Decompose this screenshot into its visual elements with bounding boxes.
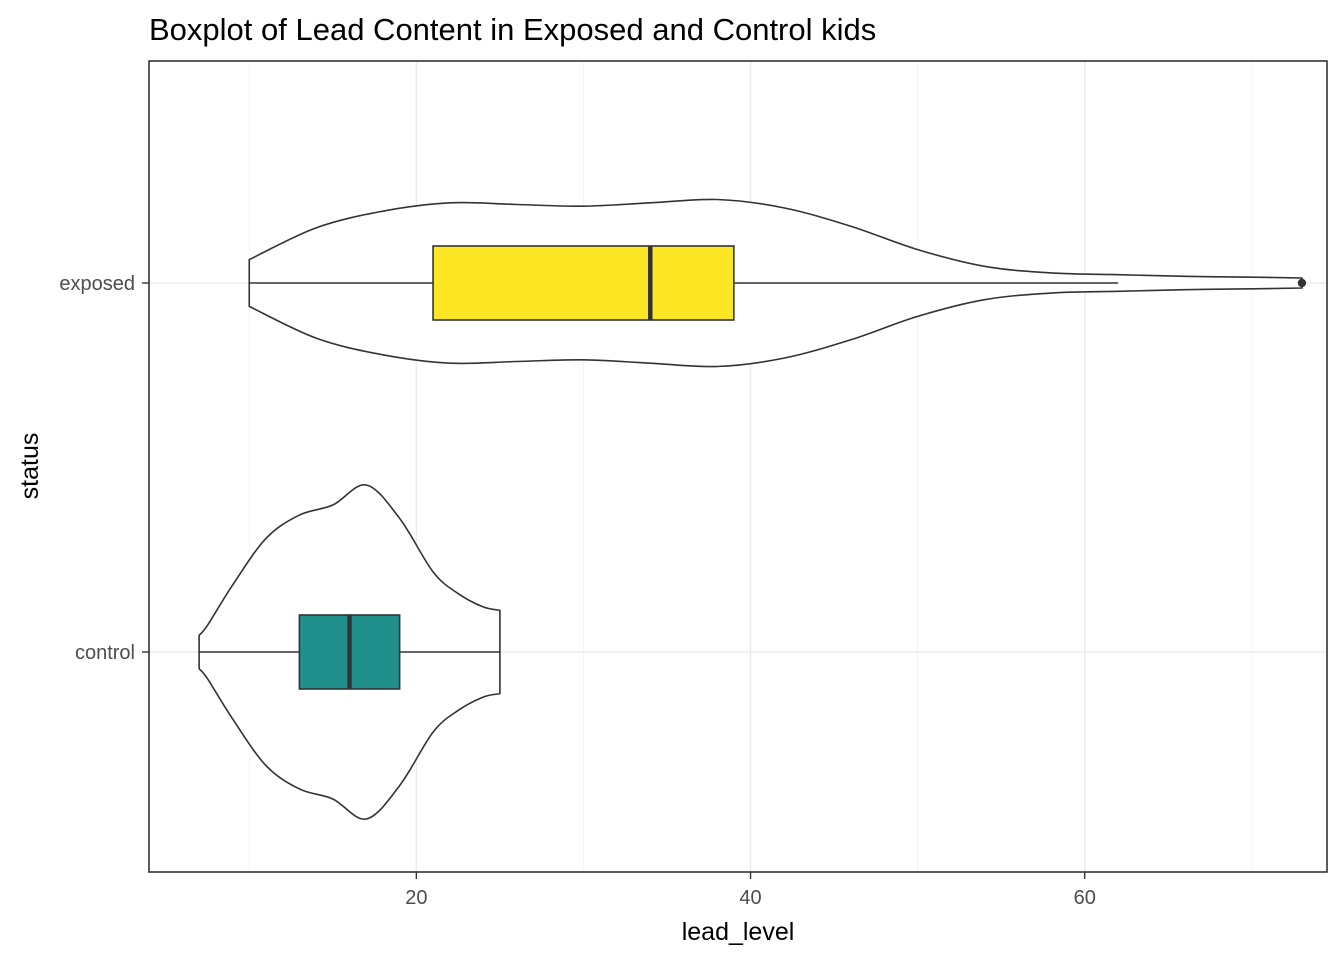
y-tick-label: control [75, 642, 135, 664]
panel-border [148, 60, 1328, 873]
box-exposed [432, 245, 735, 321]
outlier-point [1297, 278, 1307, 288]
x-axis-title: lead_level [682, 918, 795, 946]
y-axis-title: status [16, 433, 44, 500]
x-tick-label: 20 [405, 887, 427, 909]
y-tick-label: exposed [59, 273, 135, 295]
axes: 20 40 60 control exposed [59, 273, 1095, 909]
series-control [198, 484, 501, 820]
chart-title: Boxplot of Lead Content in Exposed and C… [149, 12, 876, 47]
plot-marks [198, 198, 1307, 820]
series-exposed [248, 198, 1307, 368]
x-tick-label: 60 [1074, 887, 1096, 909]
x-tick-label: 40 [739, 887, 761, 909]
